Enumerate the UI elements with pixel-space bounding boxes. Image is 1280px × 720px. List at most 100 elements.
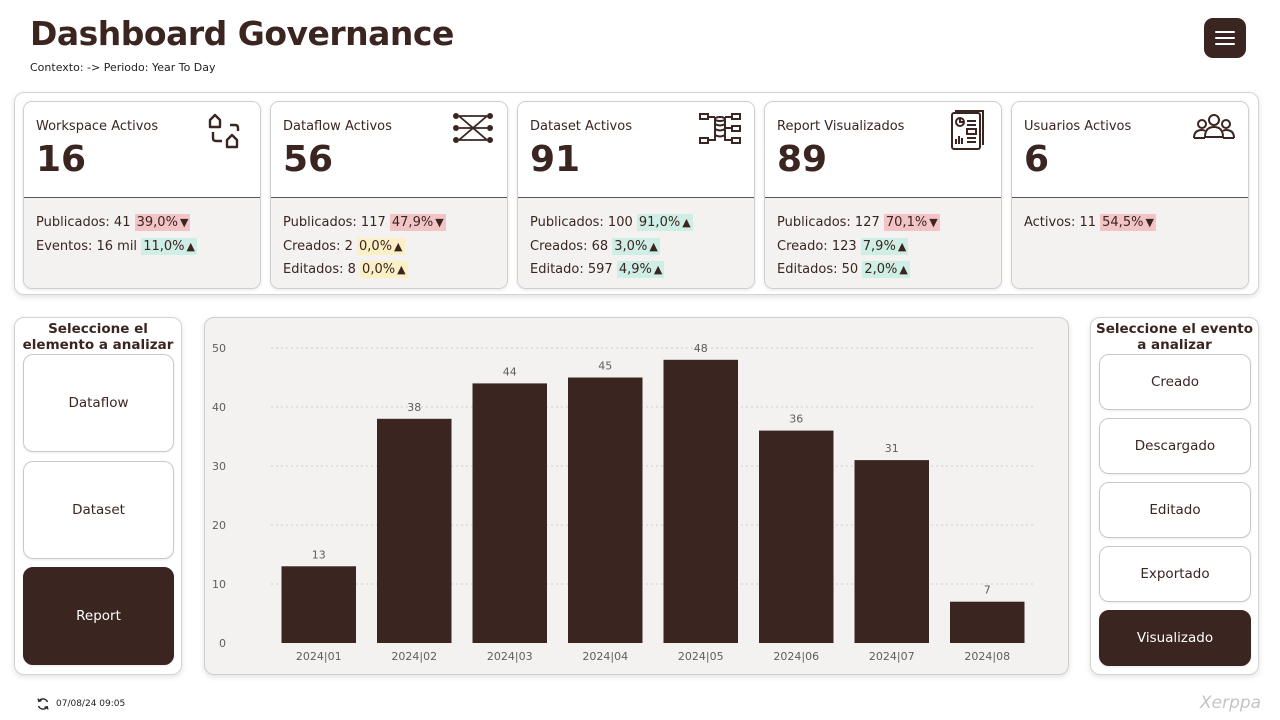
y-tick-label: 40 <box>212 401 226 414</box>
kpi-row-percent: 0,0% ▲ <box>357 237 405 255</box>
kpi-row: Publicados: 100 91,0% ▲ <box>530 212 742 236</box>
kpi-value: 6 <box>1024 139 1050 180</box>
x-tick-label: 2024|06 <box>773 650 819 663</box>
kpi-card-workspace: Workspace Activos 16 Publicados: 41 39,0% ▼… <box>23 101 261 289</box>
kpi-percent-value: 3,0% <box>614 238 648 254</box>
menu-icon-line <box>1215 31 1235 33</box>
report-icon <box>945 110 989 154</box>
event-selector-visualizado[interactable]: Visualizado <box>1099 610 1251 666</box>
kpi-card-details: Publicados: 41 39,0% ▼ Eventos: 16 mil 11,… <box>24 198 260 288</box>
kpi-row: Creados: 68 3,0% ▲ <box>530 236 742 260</box>
menu-button[interactable] <box>1204 18 1246 58</box>
kpi-card-users: Usuarios Activos 6 Activos: 11 54,5% ▼ <box>1011 101 1249 289</box>
kpi-percent-value: 47,9% <box>391 215 434 230</box>
trend-arrow-icon: ▲ <box>897 239 907 253</box>
kpi-value: 16 <box>36 139 87 180</box>
x-tick-label: 2024|05 <box>678 650 724 663</box>
y-tick-label: 30 <box>212 460 226 473</box>
kpi-card-details: Publicados: 117 47,9% ▼ Creados: 2 0,0% ▲ Ed… <box>271 198 507 288</box>
kpi-label: Usuarios Activos <box>1024 119 1132 134</box>
kpi-row: Creado: 123 7,9% ▲ <box>777 236 989 260</box>
trend-arrow-icon: ▲ <box>899 263 908 276</box>
kpi-percent-value: 2,0% <box>864 262 898 277</box>
bar-chart-svg: 0 10 20 30 40 50 13 2024|01 38 2024|02 44 2024|03 45… <box>212 342 1035 663</box>
x-tick-label: 2024|01 <box>296 650 342 663</box>
page-title: Dashboard Governance <box>30 14 454 53</box>
bar-2024|08[interactable] <box>950 601 1025 643</box>
kpi-row-percent: 2,0% ▲ <box>862 261 910 278</box>
kpi-row-label: Editado: 597 <box>530 262 613 277</box>
kpi-card-header: Dataflow Activos 56 <box>271 102 507 198</box>
kpi-row: Creados: 2 0,0% ▲ <box>283 236 495 260</box>
bar-2024|02[interactable] <box>377 418 452 643</box>
kpi-percent-value: 70,1% <box>885 215 928 230</box>
kpi-row-label: Eventos: 16 mil <box>36 238 138 254</box>
data-label: 7 <box>984 584 991 597</box>
kpi-card-details: Activos: 11 54,5% ▼ <box>1012 198 1248 288</box>
bar-2024|07[interactable] <box>854 460 929 643</box>
element-selector-dataflow[interactable]: Dataflow <box>23 354 174 452</box>
kpi-row-percent: 70,1% ▼ <box>883 214 940 231</box>
event-selector-panel: Seleccione el evento a analizar Creado De… <box>1090 317 1259 675</box>
x-tick-label: 2024|02 <box>391 650 437 663</box>
y-tick-label: 10 <box>212 578 226 591</box>
kpi-row-label: Publicados: 117 <box>283 215 386 230</box>
kpi-row-label: Creado: 123 <box>777 238 857 254</box>
timestamp-text: 07/08/24 09:05 <box>56 699 126 709</box>
y-tick-label: 0 <box>219 637 226 650</box>
menu-icon-line <box>1215 37 1235 39</box>
context-subtitle: Contexto: -> Periodo: Year To Day <box>30 61 216 74</box>
kpi-row: Eventos: 16 mil 11,0% ▲ <box>36 236 248 260</box>
bar-2024|06[interactable] <box>759 430 834 643</box>
bar-2024|03[interactable] <box>472 383 547 643</box>
brand-logo: Xerppa <box>1200 693 1262 713</box>
kpi-card-report: Report Visualizados 89 Publicados: 127 70,… <box>764 101 1002 289</box>
x-tick-label: 2024|08 <box>964 650 1010 663</box>
y-tick-label: 20 <box>212 519 226 532</box>
kpi-row-label: Creados: 2 <box>283 238 353 254</box>
y-tick-label: 50 <box>212 342 226 355</box>
kpi-card-dataset: Dataset Activos 91 Publicados: 100 91,0% ▲ C… <box>517 101 755 289</box>
kpi-row-label: Editados: 50 <box>777 262 859 277</box>
element-selector-dataset[interactable]: Dataset <box>23 460 174 559</box>
trend-arrow-icon: ▲ <box>653 263 663 276</box>
kpi-card-details: Publicados: 127 70,1% ▼ Creado: 123 7,9% ▲ E… <box>765 198 1001 288</box>
kpi-label: Report Visualizados <box>777 119 905 134</box>
dataset-icon <box>698 110 742 154</box>
refresh-icon[interactable] <box>36 697 50 711</box>
event-selector-creado[interactable]: Creado <box>1099 354 1251 410</box>
event-selector-exportado[interactable]: Exportado <box>1099 546 1251 602</box>
kpi-row: Editados: 50 2,0% ▲ <box>777 259 989 283</box>
kpi-row: Editado: 597 4,9% ▲ <box>530 259 742 283</box>
trend-arrow-icon: ▼ <box>929 216 938 229</box>
refresh-timestamp: 07/08/24 09:05 <box>36 697 125 711</box>
kpi-row: Editados: 8 0,0% ▲ <box>283 259 495 283</box>
trend-arrow-icon: ▲ <box>649 239 658 253</box>
kpi-row-percent: 47,9% ▼ <box>389 214 446 231</box>
kpi-percent-value: 0,0% <box>362 262 396 277</box>
element-selector-panel: Seleccione el elemento a analizar Datafl… <box>14 317 182 675</box>
kpi-row-percent: 11,0% ▲ <box>141 237 197 255</box>
bar-2024|04[interactable] <box>568 377 643 644</box>
kpi-row-percent: 54,5% ▼ <box>1100 214 1156 231</box>
kpi-row-label: Publicados: 41 <box>36 215 131 230</box>
x-tick-label: 2024|04 <box>582 650 628 663</box>
kpi-percent-value: 4,9% <box>618 262 652 277</box>
kpi-percent-value: 7,9% <box>862 238 896 254</box>
kpi-percent-value: 54,5% <box>1102 215 1144 230</box>
element-selector-report[interactable]: Report <box>23 567 174 665</box>
trend-arrow-icon: ▲ <box>397 263 406 276</box>
kpi-card-header: Dataset Activos 91 <box>518 102 754 198</box>
bar-2024|05[interactable] <box>663 359 738 643</box>
bar-2024|01[interactable] <box>281 566 356 643</box>
kpi-percent-value: 11,0% <box>143 238 185 254</box>
kpi-label: Workspace Activos <box>36 119 159 134</box>
kpi-row-percent: 7,9% ▲ <box>860 237 909 255</box>
kpi-card-header: Report Visualizados 89 <box>765 102 1001 198</box>
event-selector-editado[interactable]: Editado <box>1099 482 1251 538</box>
kpi-panel: Workspace Activos 16 Publicados: 41 39,0% ▼… <box>14 92 1259 295</box>
kpi-percent-value: 39,0% <box>136 215 178 230</box>
kpi-row-percent: 39,0% ▼ <box>134 214 191 231</box>
event-selector-descargado[interactable]: Descargado <box>1099 418 1251 474</box>
trend-arrow-icon: ▲ <box>186 239 195 253</box>
